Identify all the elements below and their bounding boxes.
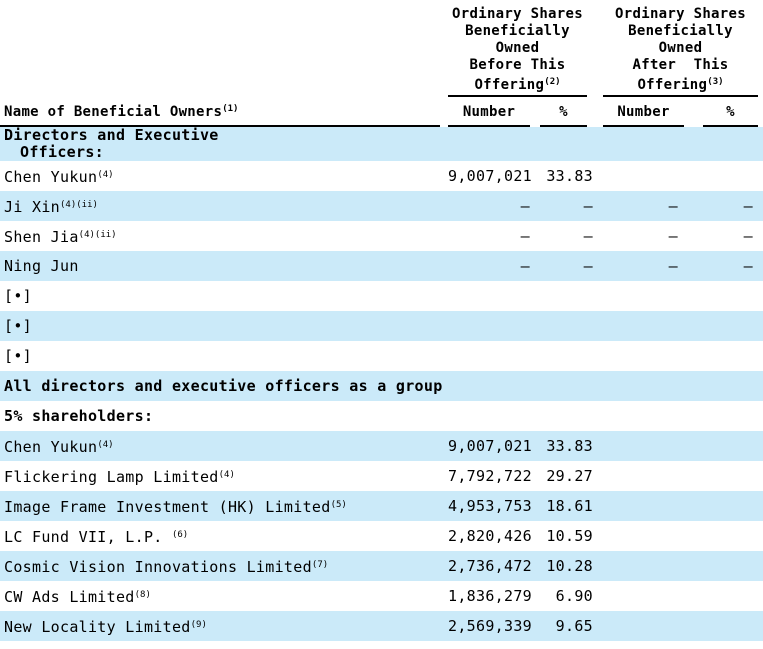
percent-cell: 29.27	[546, 467, 593, 485]
number-cell: 2,569,339	[448, 617, 532, 635]
percent-cell: —	[743, 197, 753, 215]
before-percent-column-header: %	[540, 103, 587, 127]
table-row: Flickering Lamp Limited(4) 7,792,722 29.27	[0, 461, 763, 491]
table-row: Chen Yukun(4) 9,007,021 33.83	[0, 431, 763, 461]
footnote-ref: (4)(ii)	[78, 229, 117, 240]
owner-name: Cosmic Vision Innovations Limited(7)	[4, 557, 329, 576]
owner-name: CW Ads Limited(8)	[4, 587, 151, 606]
percent-cell: 9.65	[555, 617, 593, 635]
owner-name: [•]	[4, 316, 32, 335]
table-row: Ning Jun — — — —	[0, 251, 763, 281]
percent-cell: —	[583, 257, 593, 275]
footnote-ref: (5)	[330, 499, 347, 510]
footnote-ref: (6)	[171, 529, 189, 540]
group-header-line: Beneficially	[465, 23, 570, 39]
number-cell: 7,792,722	[448, 467, 532, 485]
group-header-line: Before This	[469, 57, 566, 73]
table-row: [•]	[0, 311, 763, 341]
footnote-ref: (2)	[544, 77, 561, 87]
owner-name: Flickering Lamp Limited(4)	[4, 467, 235, 486]
offering-label: Offering	[474, 77, 545, 93]
offering-label: Offering	[637, 77, 708, 93]
table-row: Chen Yukun(4) 9,007,021 33.83	[0, 161, 763, 191]
owner-name: [•]	[4, 346, 32, 365]
before-number-column-header: Number	[448, 103, 530, 127]
group-header-line: Beneficially	[628, 23, 733, 39]
owner-name: Ning Jun	[4, 256, 79, 275]
group-header-line: Offering(3)	[603, 74, 758, 94]
owner-name: Chen Yukun(4)	[4, 167, 114, 186]
footnote-ref: (8)	[134, 589, 151, 600]
owner-name: Shen Jia(4)(ii)	[4, 227, 117, 246]
owner-name-second-line: Officers:	[20, 143, 104, 161]
name-column-header: Name of Beneficial Owners(1)	[0, 100, 440, 127]
footnote-ref: (4)	[218, 469, 235, 480]
footnote-ref: (4)	[97, 169, 114, 180]
after-percent-column-header: %	[703, 103, 758, 127]
table-row: 5% shareholders:	[0, 401, 763, 431]
owner-name: Chen Yukun(4)	[4, 437, 114, 456]
number-cell: —	[668, 197, 678, 215]
percent-cell: 10.28	[546, 557, 593, 575]
number-cell: —	[520, 257, 530, 275]
percent-cell: 6.90	[555, 587, 593, 605]
number-cell: 1,836,279	[448, 587, 532, 605]
percent-cell: 33.83	[546, 167, 593, 185]
owner-name: All directors and executive officers as …	[4, 376, 443, 395]
percent-cell: —	[583, 227, 593, 245]
table-row: [•]	[0, 341, 763, 371]
table-row: Shen Jia(4)(ii) — — — —	[0, 221, 763, 251]
table-row: CW Ads Limited(8) 1,836,279 6.90	[0, 581, 763, 611]
table-row: Directors and Executive Officers:	[0, 127, 763, 161]
table-row: [•]	[0, 281, 763, 311]
table-row: LC Fund VII, L.P. (6) 2,820,426 10.59	[0, 521, 763, 551]
table-row: All directors and executive officers as …	[0, 371, 763, 401]
owner-name: New Locality Limited(9)	[4, 617, 207, 636]
footnote-ref: (9)	[190, 619, 207, 630]
owner-name: Ji Xin(4)(ii)	[4, 197, 98, 216]
table-row: Ji Xin(4)(ii) — — — —	[0, 191, 763, 221]
footnote-ref: (7)	[311, 559, 329, 570]
footnote-ref: (4)	[97, 439, 114, 450]
name-column-header-label: Name of Beneficial Owners	[4, 104, 223, 120]
after-number-column-header: Number	[603, 103, 684, 127]
group-header-line: After This	[632, 57, 729, 73]
number-cell: —	[668, 257, 678, 275]
column-headers-row: Name of Beneficial Owners(1) Number % Nu…	[0, 100, 763, 127]
column-group-header-before-offering: Ordinary Shares Beneficially Owned Befor…	[448, 6, 587, 97]
table-row: Cosmic Vision Innovations Limited(7) 2,73…	[0, 551, 763, 581]
owner-name: Directors and Executive Officers:	[0, 127, 448, 161]
percent-cell: —	[743, 227, 753, 245]
group-header-line: Ordinary Shares	[452, 6, 583, 22]
number-cell: 9,007,021	[448, 167, 532, 185]
owner-name: 5% shareholders:	[4, 406, 154, 425]
column-group-header-after-offering: Ordinary Shares Beneficially Owned After…	[603, 6, 758, 97]
percent-cell: 10.59	[546, 527, 593, 545]
footnote-ref: (1)	[222, 104, 239, 114]
group-header-line: Ordinary Shares	[615, 6, 746, 22]
owner-name: LC Fund VII, L.P. (6)	[4, 527, 189, 546]
number-cell: —	[520, 197, 530, 215]
number-cell: 9,007,021	[448, 437, 532, 455]
number-cell: 2,820,426	[448, 527, 532, 545]
table-row: New Locality Limited(9) 2,569,339 9.65	[0, 611, 763, 641]
table-body: Directors and Executive Officers: Chen Yuk…	[0, 127, 763, 641]
number-cell: 2,736,472	[448, 557, 532, 575]
group-header-line: Owned	[495, 40, 540, 56]
percent-cell: 18.61	[546, 497, 593, 515]
percent-cell: —	[743, 257, 753, 275]
percent-cell: 33.83	[546, 437, 593, 455]
footnote-ref: (3)	[707, 77, 724, 87]
group-header-line: Owned	[658, 40, 703, 56]
percent-cell: —	[583, 197, 593, 215]
number-cell: —	[668, 227, 678, 245]
table-row: Image Frame Investment (HK) Limited(5) 4,…	[0, 491, 763, 521]
group-header-line: Offering(2)	[448, 74, 587, 94]
number-cell: —	[520, 227, 530, 245]
owner-name: Image Frame Investment (HK) Limited(5)	[4, 497, 347, 516]
footnote-ref: (4)(ii)	[60, 199, 98, 210]
owner-name: [•]	[4, 286, 32, 305]
number-cell: 4,953,753	[448, 497, 532, 515]
